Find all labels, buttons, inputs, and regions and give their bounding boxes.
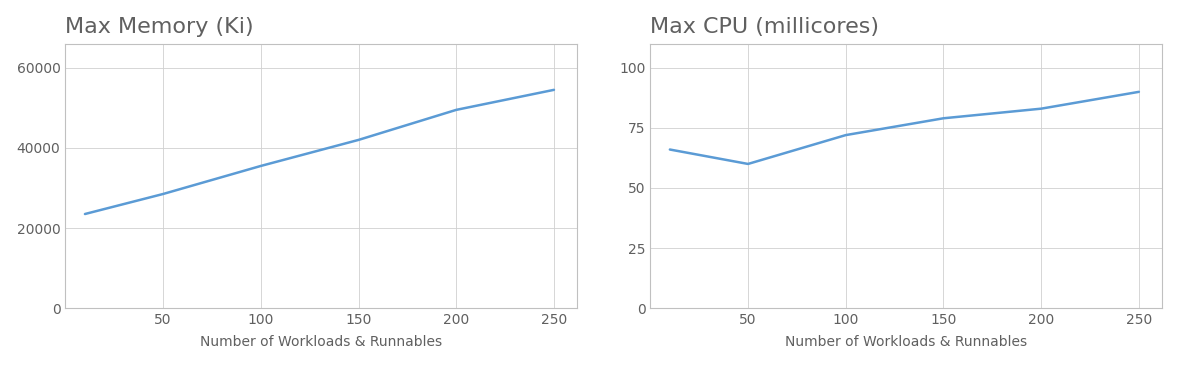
- X-axis label: Number of Workloads & Runnables: Number of Workloads & Runnables: [785, 335, 1027, 349]
- Text: Max CPU (millicores): Max CPU (millicores): [651, 17, 880, 37]
- Text: Max Memory (Ki): Max Memory (Ki): [65, 17, 253, 37]
- X-axis label: Number of Workloads & Runnables: Number of Workloads & Runnables: [200, 335, 442, 349]
